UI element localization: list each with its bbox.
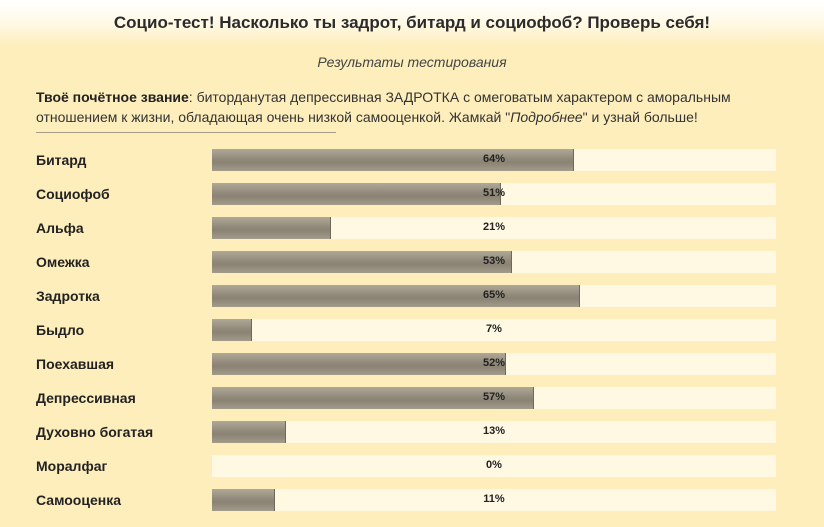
result-bar-track: 53% — [212, 251, 776, 273]
result-bar-fill — [212, 489, 275, 511]
result-label: Депрессивная — [36, 390, 136, 406]
result-label: Моралфаг — [36, 458, 108, 474]
result-bar-fill — [212, 251, 512, 273]
rank-text-after: " и узнай больше! — [582, 109, 698, 125]
results-subtitle: Результаты тестирования — [317, 54, 507, 70]
result-label: Социофоб — [36, 186, 110, 202]
result-label: Быдло — [36, 322, 85, 338]
result-percent: 51% — [482, 187, 506, 199]
divider — [36, 132, 336, 133]
result-bar-track: 64% — [212, 149, 776, 171]
result-row: Быдло 7% — [0, 319, 824, 345]
result-bar-fill — [212, 183, 501, 205]
result-label: Самооценка — [36, 492, 121, 508]
details-link[interactable]: Подробнее — [510, 109, 583, 125]
result-bar-track: 57% — [212, 387, 776, 409]
result-row: Депрессивная 57% — [0, 387, 824, 413]
result-bar-track: 52% — [212, 353, 776, 375]
result-bar-fill — [212, 285, 580, 307]
result-row: Самооценка 11% — [0, 489, 824, 515]
result-label: Духовно богатая — [36, 424, 154, 440]
result-bar-track: 7% — [212, 319, 776, 341]
result-percent: 11% — [483, 493, 505, 505]
result-bar-track: 65% — [212, 285, 776, 307]
result-row: Поехавшая 52% — [0, 353, 824, 379]
result-bar-track: 0% — [212, 455, 776, 477]
result-percent: 7% — [486, 323, 502, 335]
result-bar-fill — [212, 217, 331, 239]
result-percent: 57% — [482, 391, 506, 403]
result-percent: 21% — [482, 221, 506, 233]
result-row: Моралфаг 0% — [0, 455, 824, 481]
result-percent: 53% — [482, 255, 506, 267]
result-bar-fill — [212, 387, 534, 409]
result-row: Духовно богатая 13% — [0, 421, 824, 447]
result-bar-track: 51% — [212, 183, 776, 205]
result-percent: 64% — [482, 153, 506, 165]
page-title: Социо-тест! Насколько ты задрот, битард … — [113, 13, 711, 32]
result-label: Битард — [36, 152, 87, 168]
rank-label: Твоё почётное звание — [36, 89, 189, 105]
result-bar-fill — [212, 421, 286, 443]
result-bar-track: 11% — [212, 489, 776, 511]
rank-description: Твоё почётное звание: битордaнутая депре… — [36, 87, 776, 127]
result-percent: 65% — [482, 289, 506, 301]
rank-text-before: : битордaнутая депрессивная ЗАДРОТКА с о… — [36, 89, 731, 125]
result-bar-fill — [212, 319, 252, 341]
result-row: Битард 64% — [0, 149, 824, 175]
page-header: Социо-тест! Насколько ты задрот, битард … — [0, 0, 824, 46]
result-row: Социофоб 51% — [0, 183, 824, 209]
result-percent: 0% — [486, 459, 502, 471]
result-label: Поехавшая — [36, 356, 115, 372]
result-row: Задротка 65% — [0, 285, 824, 311]
result-label: Альфа — [36, 220, 84, 236]
result-bar-fill — [212, 353, 506, 375]
result-percent: 52% — [482, 357, 506, 369]
result-bar-track: 21% — [212, 217, 776, 239]
result-row: Альфа 21% — [0, 217, 824, 243]
result-bar-fill — [212, 149, 574, 171]
result-percent: 13% — [482, 425, 506, 437]
result-row: Омежка 53% — [0, 251, 824, 277]
result-label: Задротка — [36, 288, 100, 304]
result-label: Омежка — [36, 254, 90, 270]
result-bar-track: 13% — [212, 421, 776, 443]
